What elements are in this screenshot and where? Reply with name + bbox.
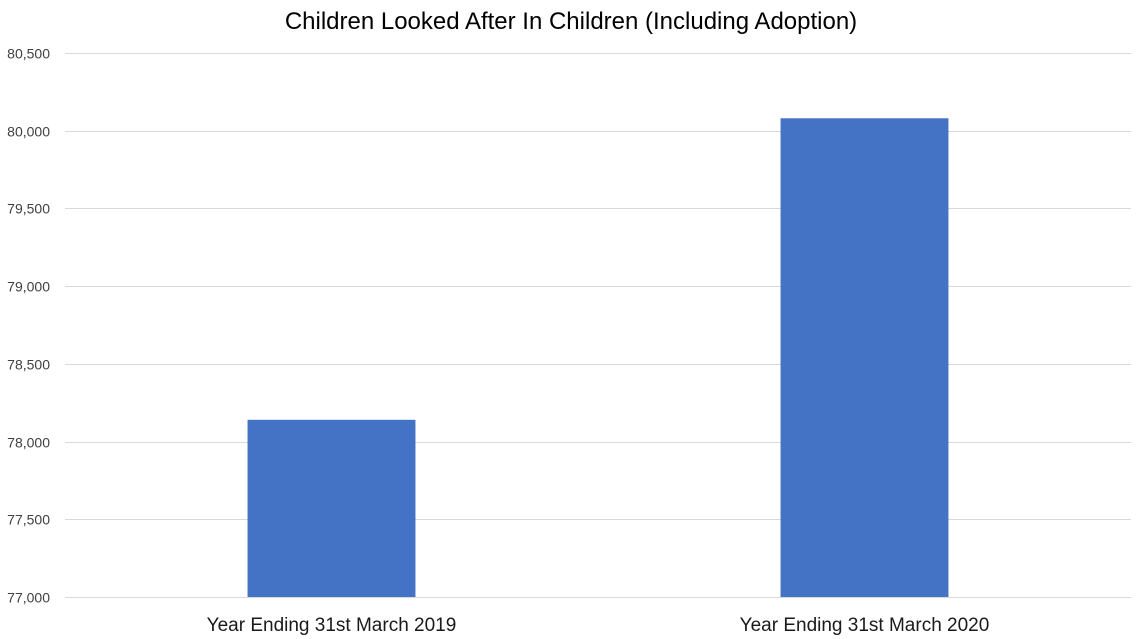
y-tick-label: 80,000 — [7, 124, 50, 140]
bar — [780, 118, 949, 597]
y-tick-label: 78,000 — [7, 435, 50, 451]
x-category-label: Year Ending 31st March 2020 — [740, 615, 990, 636]
y-axis-tick-labels: 77,000 77,500 78,000 78,500 79,000 79,500 80,0… — [7, 46, 50, 606]
y-tick-label: 79,500 — [7, 201, 50, 217]
chart-title: Children Looked After In Children (Inclu… — [285, 8, 857, 35]
y-tick-label: 78,500 — [7, 357, 50, 373]
bars — [247, 118, 949, 597]
y-tick-label: 77,000 — [7, 590, 50, 606]
x-axis-category-labels: Year Ending 31st March 2019 Year Ending 3… — [207, 615, 990, 636]
y-tick-label: 80,500 — [7, 46, 50, 62]
gridlines — [65, 53, 1131, 598]
y-tick-label: 77,500 — [7, 512, 50, 528]
bar — [247, 419, 416, 597]
x-category-label: Year Ending 31st March 2019 — [207, 615, 457, 636]
y-tick-label: 79,000 — [7, 279, 50, 295]
